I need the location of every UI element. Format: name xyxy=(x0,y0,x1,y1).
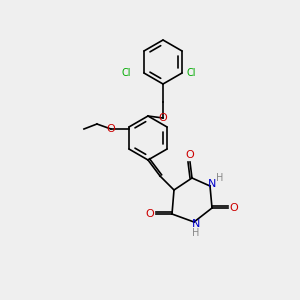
Text: Cl: Cl xyxy=(186,68,196,78)
Text: O: O xyxy=(106,124,115,134)
Text: H: H xyxy=(216,173,224,183)
Text: N: N xyxy=(208,179,216,189)
Text: O: O xyxy=(146,209,154,219)
Text: Cl: Cl xyxy=(122,68,131,78)
Text: O: O xyxy=(186,150,194,160)
Text: H: H xyxy=(192,228,200,238)
Text: N: N xyxy=(192,219,200,229)
Text: O: O xyxy=(159,113,167,123)
Text: O: O xyxy=(230,203,238,213)
